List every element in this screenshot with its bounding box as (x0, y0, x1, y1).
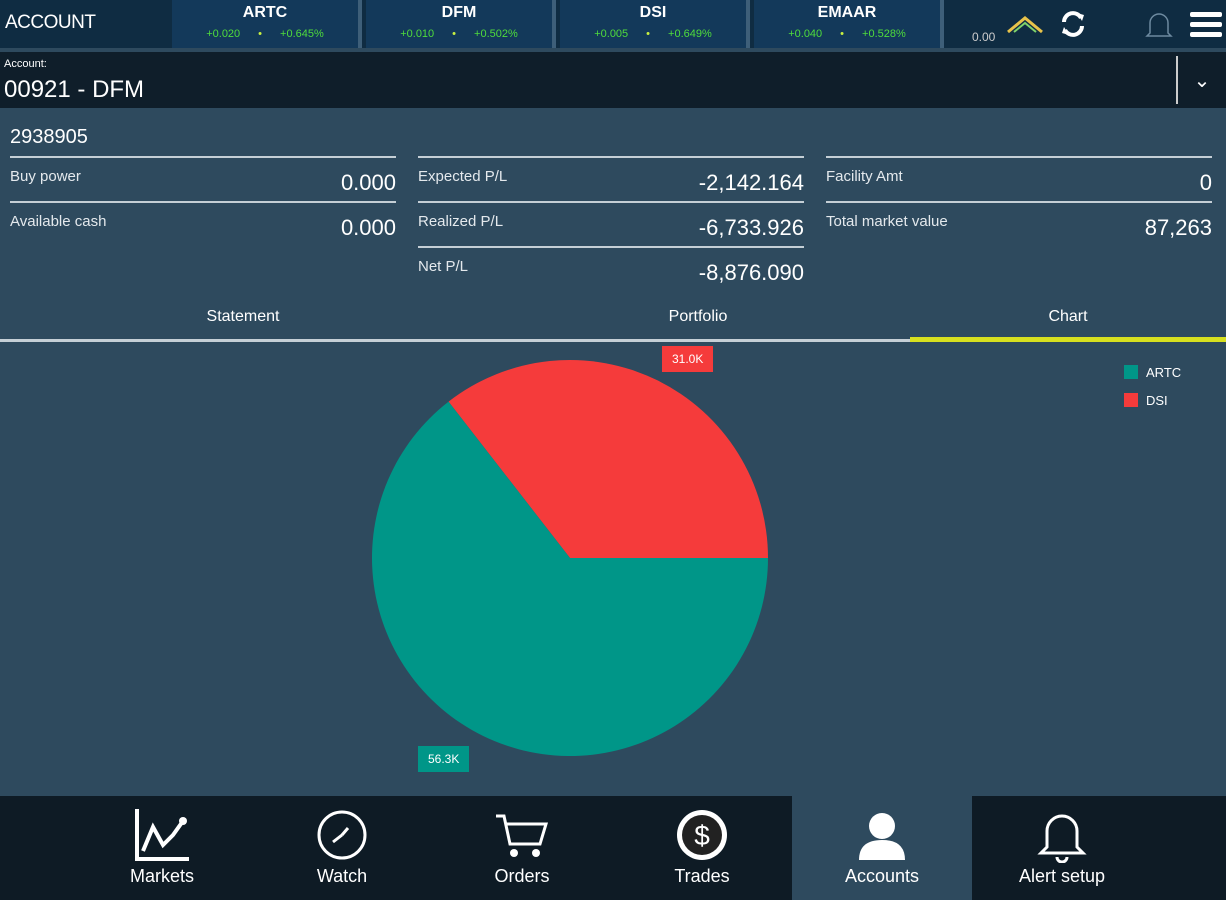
bell-icon[interactable] (1142, 7, 1176, 41)
ticker-dfm[interactable]: DFM +0.010 • +0.502% (366, 0, 556, 48)
ticker-symbol: DSI (639, 4, 667, 21)
buy-power-row: Buy power 0.000 (10, 156, 396, 201)
refresh-icon[interactable] (1058, 9, 1088, 39)
cart-icon (496, 814, 549, 857)
value: -2,142.164 (698, 170, 804, 195)
account-value: 00921 - DFM (4, 76, 145, 103)
label: Expected P/L (418, 168, 508, 185)
bell-icon (1037, 814, 1087, 863)
pie-slice-artc (372, 401, 768, 756)
value: -8,876.090 (698, 260, 804, 285)
clock-icon (317, 810, 367, 860)
ticker-change: +0.010 (400, 28, 435, 40)
nav-label: Alert setup (1018, 866, 1106, 886)
label: Buy power (10, 168, 81, 185)
page-title: ACCOUNT (5, 12, 96, 33)
nav-label: Markets (129, 866, 194, 886)
label: Facility Amt (826, 168, 903, 185)
ticker-pct: +0.649% (668, 28, 712, 40)
ticker-symbol: DFM (441, 4, 477, 21)
tab-portfolio[interactable]: Portfolio (486, 306, 910, 342)
tab-statement[interactable]: Statement (0, 306, 486, 342)
tab-chart[interactable]: Chart (910, 306, 1226, 342)
facility-amt-row: Facility Amt 0 (826, 156, 1212, 201)
ticker-bar: ACCOUNT ARTC +0.020 • +0.645% DFM +0.010 • +0.… (0, 0, 1226, 48)
ticker-pct: +0.528% (862, 28, 906, 40)
nav-watch[interactable]: Watch (252, 796, 432, 900)
svg-text:$: $ (694, 820, 710, 851)
ticker-pct: +0.645% (280, 28, 324, 40)
line-chart-icon (135, 809, 189, 861)
account-selector[interactable]: Account: 00921 - DFM ⌄ (0, 52, 1226, 108)
nav-trades[interactable]: $ Trades (612, 796, 792, 900)
legend-label: ARTC (1146, 364, 1182, 380)
value: 87,263 (1144, 215, 1212, 240)
tab-bar: Statement Portfolio Chart (0, 306, 1226, 342)
pie-slice-dsi (448, 359, 768, 558)
nav-markets[interactable]: Markets (72, 796, 252, 900)
nav-label: Accounts (844, 866, 920, 886)
value: -6,733.926 (698, 215, 804, 240)
expected-pl-row: Expected P/L -2,142.164 (418, 156, 804, 201)
ticker-symbol: ARTC (242, 4, 288, 21)
label: Available cash (10, 213, 107, 230)
menu-icon[interactable] (1190, 10, 1222, 38)
net-pl-row: Net P/L -8,876.090 (418, 246, 804, 291)
ticker-emaar[interactable]: EMAAR +0.040 • +0.528% (754, 0, 944, 48)
chevron-down-icon[interactable]: ⌄ (1176, 56, 1226, 104)
ticker-change: +0.005 (594, 28, 629, 40)
nav-accounts[interactable]: Accounts (792, 796, 972, 900)
dollar-icon: $ (677, 810, 727, 860)
logo-icon (1007, 16, 1043, 34)
realized-pl-row: Realized P/L -6,733.926 (418, 201, 804, 246)
slice-label-dsi: 31.0K (662, 346, 714, 372)
nav-label: Trades (674, 866, 730, 886)
slice-label-artc: 56.3K (418, 746, 470, 772)
legend-item-dsi: DSI (1124, 386, 1181, 414)
account-number: 2938905 (10, 126, 88, 148)
nav-label: Orders (494, 866, 550, 886)
account-label: Account: (4, 58, 47, 70)
value: 0.000 (340, 170, 396, 195)
chart-legend: ARTC DSI (1124, 358, 1181, 414)
ticker-change: +0.020 (206, 28, 241, 40)
label: Total market value (826, 213, 948, 230)
ticker-change: +0.040 (788, 28, 823, 40)
nav-alert-setup[interactable]: Alert setup (972, 796, 1152, 900)
legend-label: DSI (1146, 392, 1168, 408)
legend-swatch (1124, 365, 1138, 379)
value: 0 (1199, 170, 1212, 195)
ticker-pct: +0.502% (474, 28, 518, 40)
ticker-symbol: EMAAR (817, 4, 877, 21)
summary-col-2: Expected P/L -2,142.164 Realized P/L -6,73… (418, 156, 804, 291)
user-icon (859, 813, 905, 860)
ticker-artc[interactable]: ARTC +0.020 • +0.645% (172, 0, 362, 48)
label: Realized P/L (418, 213, 504, 230)
total-market-value-row: Total market value 87,263 (826, 201, 1212, 246)
nav-orders[interactable]: Orders (432, 796, 612, 900)
legend-swatch (1124, 393, 1138, 407)
bottom-nav: Markets Watch Orders $ Trades Accounts Al… (0, 796, 1226, 900)
ticker-dsi[interactable]: DSI +0.005 • +0.649% (560, 0, 750, 48)
summary-col-1: Buy power 0.000 Available cash 0.000 (10, 156, 396, 246)
last-value: 0.00 (972, 30, 996, 44)
value: 0.000 (340, 215, 396, 240)
summary-col-3: Facility Amt 0 Total market value 87,263 (826, 156, 1212, 246)
legend-item-artc: ARTC (1124, 358, 1181, 386)
available-cash-row: Available cash 0.000 (10, 201, 396, 246)
nav-label: Watch (316, 866, 368, 886)
label: Net P/L (418, 258, 469, 275)
